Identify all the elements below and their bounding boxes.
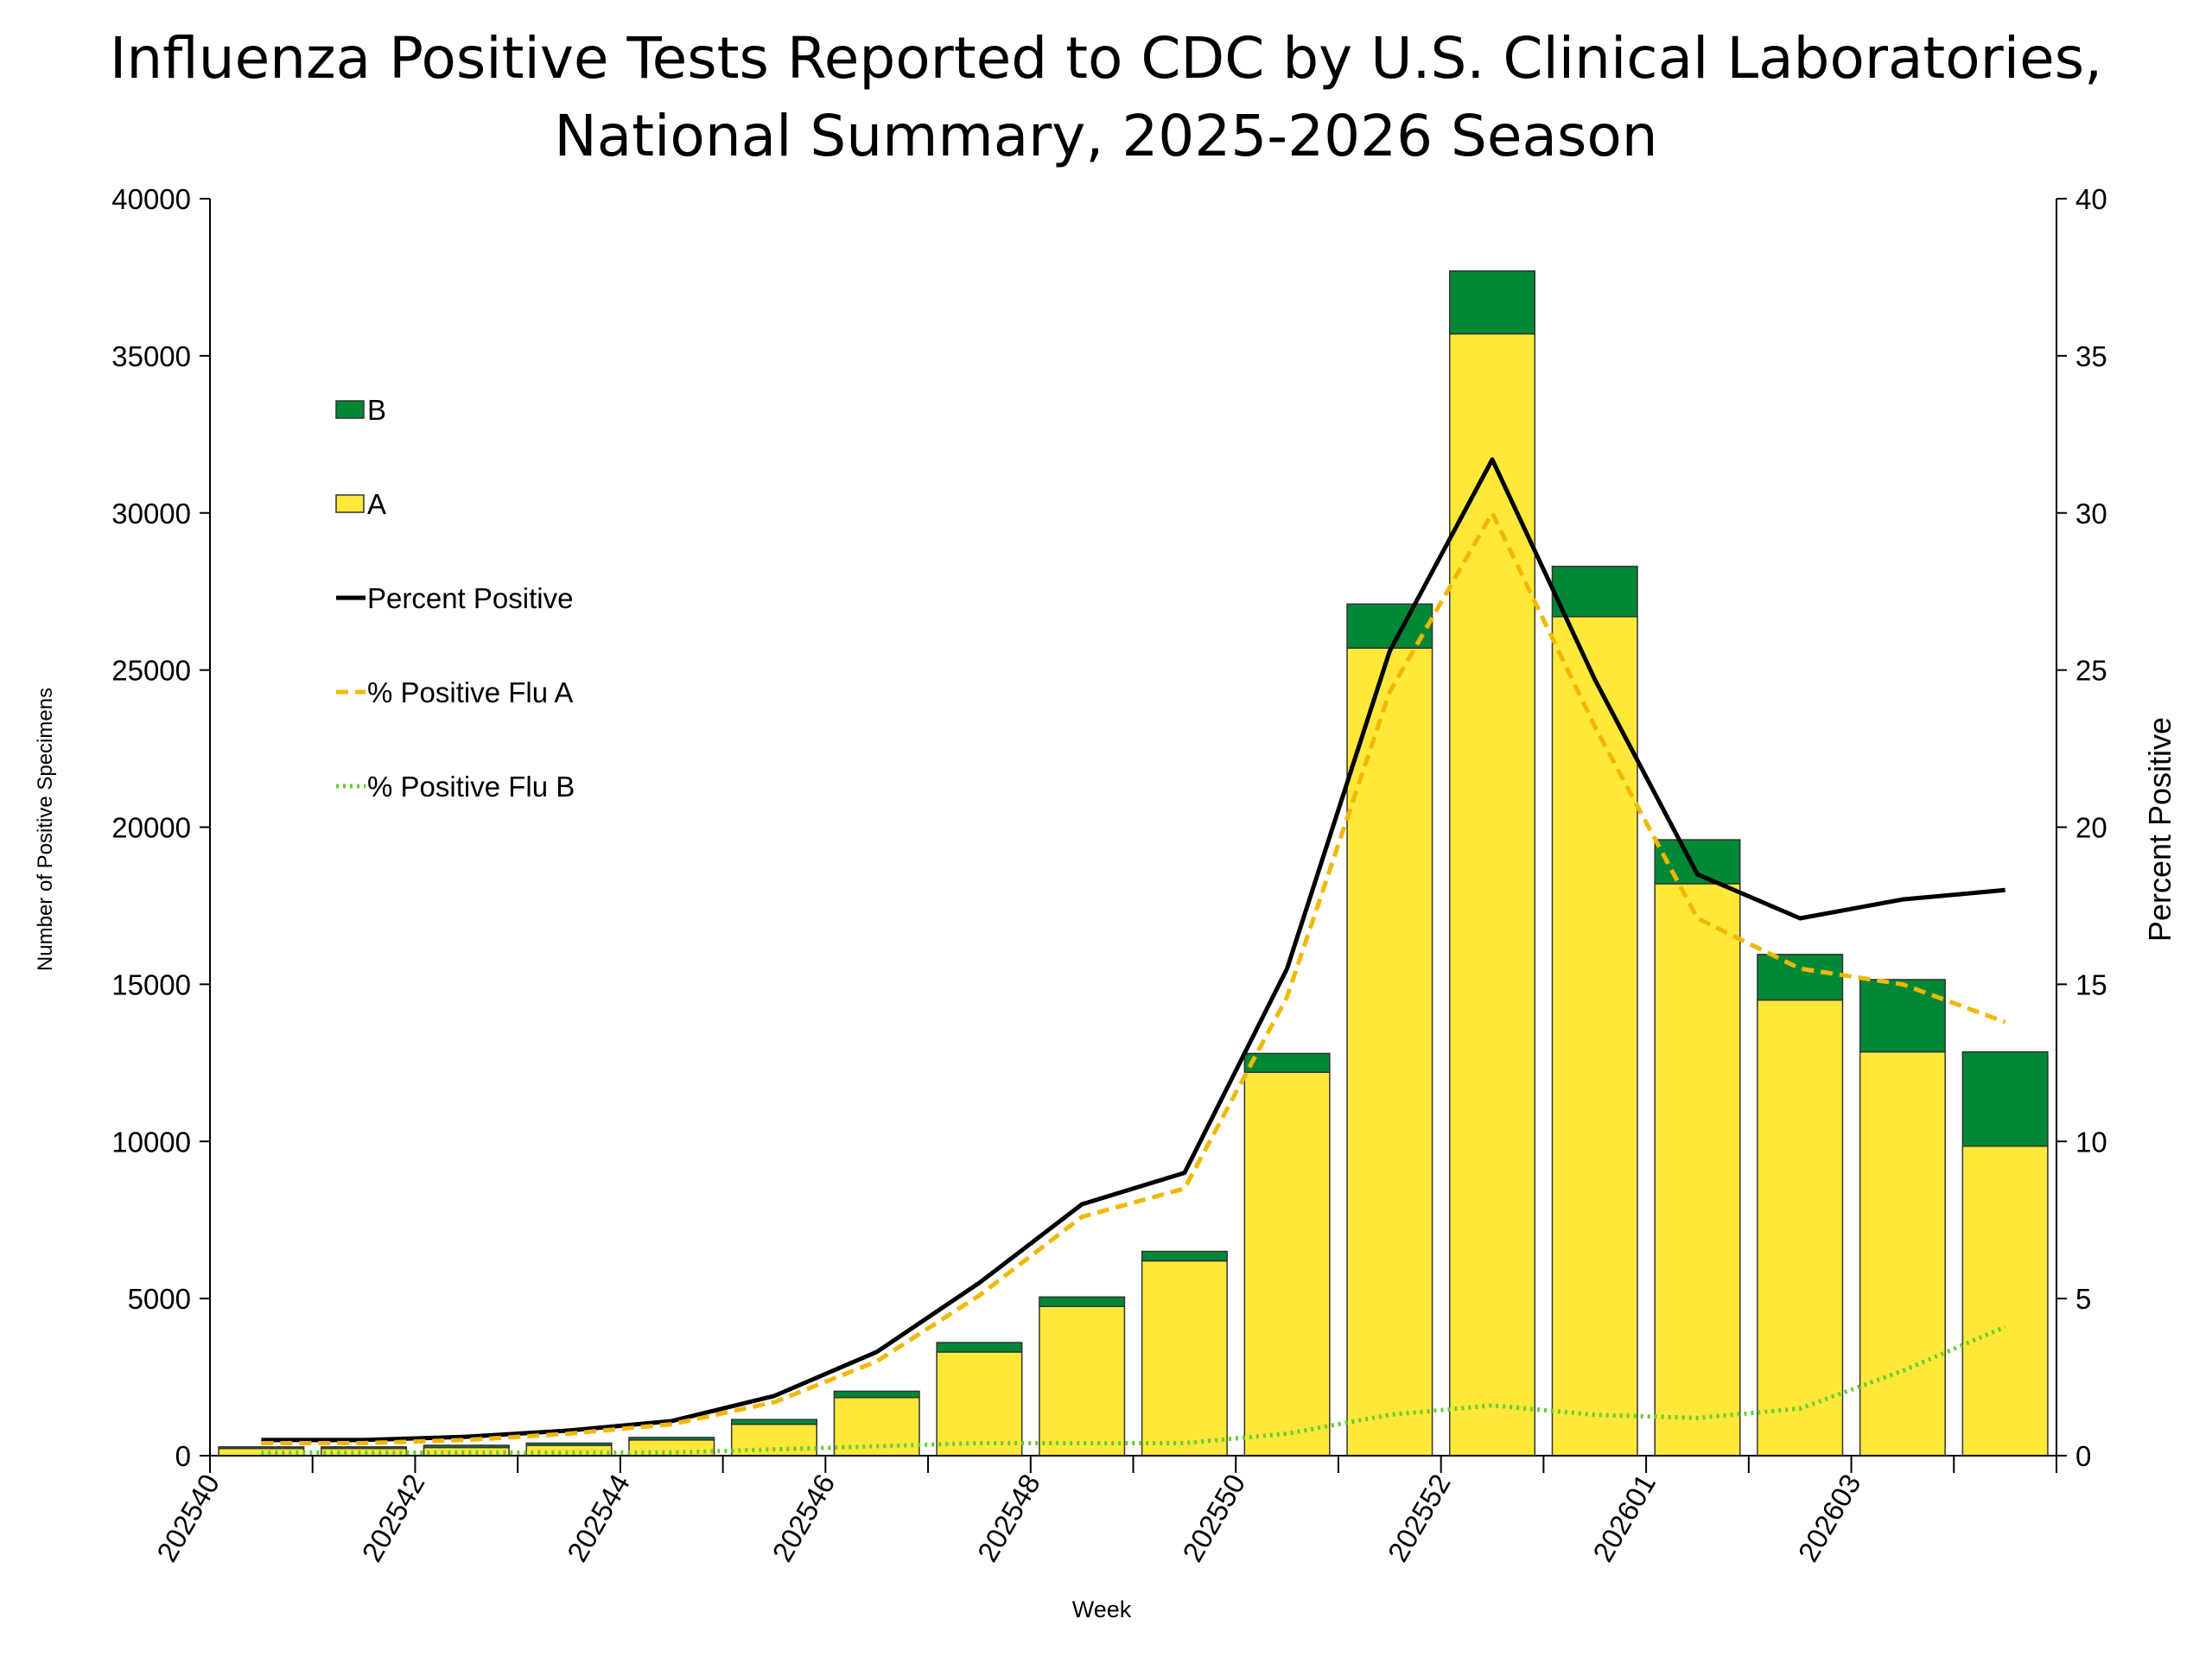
- bar-a-202547: [936, 1351, 1023, 1457]
- bar-b-202544: [628, 1437, 715, 1441]
- x-tick-label: 202546: [766, 1469, 841, 1567]
- y-tick-label: 35000: [111, 340, 191, 372]
- bar-a-202553: [1551, 616, 1638, 1457]
- line--positive-flu-a: [261, 511, 2006, 1445]
- y-tick-label: 40000: [111, 183, 191, 215]
- bar-b-202540: [218, 1446, 305, 1450]
- y2-tick-label: 5: [2075, 1283, 2091, 1315]
- bar-b-202552: [1449, 270, 1536, 335]
- bar-a-202603: [1859, 1050, 1946, 1457]
- bar-b-202604: [1961, 1050, 2049, 1147]
- bar-b-202547: [936, 1342, 1023, 1353]
- x-tick-label: 202601: [1586, 1469, 1662, 1567]
- bar-a-202552: [1449, 333, 1536, 1457]
- legend-label: % Positive Flu A: [367, 676, 573, 708]
- x-tick-label: 202550: [1176, 1469, 1251, 1567]
- bar-b-202551: [1346, 603, 1433, 649]
- y2-tick-label: 15: [2075, 968, 2107, 1000]
- legend-swatch-b: [335, 400, 365, 419]
- x-tick-label: 202544: [561, 1469, 636, 1567]
- line-percent-positive: [261, 457, 2005, 1443]
- bar-b-202543: [525, 1442, 613, 1446]
- bar-b-202546: [833, 1390, 920, 1399]
- bar-a-202604: [1961, 1145, 2049, 1457]
- y2-tick-label: 10: [2075, 1126, 2107, 1158]
- bar-b-202541: [321, 1446, 408, 1450]
- bar-a-202549: [1141, 1260, 1228, 1457]
- y2-tick-label: 0: [2075, 1440, 2091, 1472]
- bar-b-202542: [423, 1444, 510, 1449]
- y2-tick-label: 20: [2075, 812, 2107, 844]
- y-tick-label: 15000: [111, 968, 191, 1000]
- x-tick-label: 202603: [1792, 1469, 1867, 1567]
- bar-a-202602: [1757, 999, 1844, 1457]
- bar-b-202603: [1859, 979, 1946, 1053]
- y2-tick-label: 40: [2075, 183, 2107, 215]
- y-tick-label: 25000: [111, 655, 191, 687]
- bar-b-202548: [1039, 1296, 1126, 1307]
- x-tick-label: 202552: [1382, 1469, 1457, 1567]
- chart-title: Influenza Positive Tests Reported to CDC…: [110, 25, 2102, 92]
- bar-b-202550: [1243, 1052, 1331, 1073]
- bar-b-202545: [730, 1419, 817, 1425]
- y-axis-label: Number of Positive Specimens: [34, 688, 57, 971]
- x-tick-label: 202540: [150, 1469, 226, 1567]
- chart-subtitle: National Summary, 2025-2026 Season: [554, 103, 1657, 169]
- y-tick-label: 5000: [128, 1283, 191, 1315]
- legend-label: % Positive Flu B: [367, 771, 575, 803]
- bar-b-202602: [1757, 954, 1844, 1001]
- x-tick-label: 202548: [971, 1469, 1046, 1567]
- bar-b-202549: [1141, 1250, 1228, 1262]
- y2-axis-label: Percent Positive: [2142, 717, 2177, 942]
- x-tick-label: 202542: [355, 1469, 430, 1567]
- bar-a-202550: [1243, 1071, 1331, 1457]
- plot-area: 0 5000 10000 15000 20000 25000 30000 35000 40000…: [111, 183, 2107, 1567]
- bar-b-202553: [1551, 565, 1638, 618]
- legend-label: B: [367, 394, 386, 426]
- y-tick-label: 20000: [111, 812, 191, 844]
- y-tick-label: 10000: [111, 1126, 191, 1158]
- y2-tick-label: 35: [2075, 340, 2107, 372]
- bar-a-202551: [1346, 647, 1433, 1457]
- legend-label: Percent Positive: [367, 582, 573, 614]
- y2-tick-label: 25: [2075, 655, 2107, 687]
- bar-a-202548: [1039, 1305, 1126, 1457]
- y2-tick-label: 30: [2075, 498, 2107, 530]
- y-tick-label: 30000: [111, 498, 191, 530]
- x-axis-label: Week: [1072, 1596, 1132, 1622]
- bar-a-202601: [1654, 883, 1741, 1457]
- legend-label: A: [367, 488, 386, 520]
- line--positive-flu-b: [261, 1324, 2006, 1455]
- y-tick-label: 0: [175, 1440, 191, 1472]
- legend-swatch-a: [335, 494, 365, 513]
